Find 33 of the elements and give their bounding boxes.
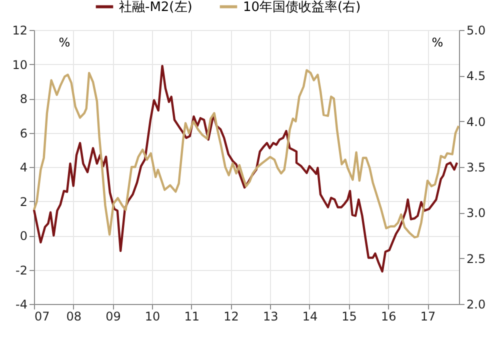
y-tick-label: 0: [20, 229, 28, 243]
y-axis-title: %: [58, 36, 70, 50]
y-tick-label: -2: [16, 263, 28, 278]
x-tick-label: 14: [302, 310, 318, 324]
y-tick-label: 6: [20, 126, 28, 140]
legend-label: 10年国债收益率(右): [243, 0, 361, 15]
y-tick-label: 2: [20, 194, 28, 209]
x-tick-label: 13: [262, 310, 278, 324]
y2-tick-label: 3.0: [466, 206, 486, 220]
y2-tick-label: 4.5: [466, 69, 486, 84]
x-tick-label: 12: [224, 310, 239, 324]
y-tick-label: 10: [12, 58, 28, 72]
y-tick-label: 4: [20, 160, 28, 174]
y2-tick-label: 4.0: [466, 114, 486, 129]
y2-tick-label: 2.5: [466, 252, 486, 266]
y2-axis-title: %: [432, 36, 444, 50]
x-tick-label: 09: [106, 310, 121, 324]
y-tick-label: 12: [12, 24, 28, 38]
y-tick-label: -4: [16, 298, 28, 312]
x-tick-label: 15: [342, 310, 357, 324]
line-series: [32, 69, 460, 238]
x-tick-label: 07: [34, 310, 50, 324]
x-tick-label: 08: [66, 310, 82, 324]
y2-tick-label: 2.0: [466, 298, 486, 312]
y2-tick-label: 3.5: [466, 160, 486, 174]
legend-label: 社融-M2(左): [119, 0, 192, 15]
x-tick-label: 11: [184, 310, 200, 324]
x-tick-label: 17: [420, 310, 436, 324]
line-series: [32, 64, 458, 273]
y-tick-label: 8: [20, 92, 28, 106]
y2-tick-label: 5.0: [466, 24, 486, 38]
x-tick-label: 10: [144, 310, 160, 324]
x-tick-label: 16: [381, 310, 396, 324]
